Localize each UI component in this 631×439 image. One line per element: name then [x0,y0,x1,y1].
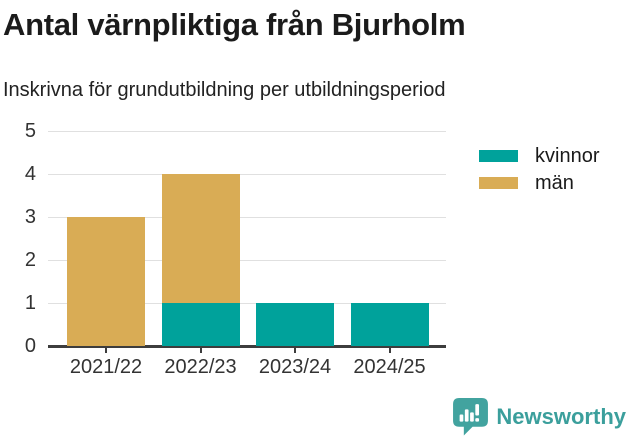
newsworthy-logo-icon [453,398,489,436]
x-axis-tick-label: 2023/24 [258,356,332,378]
plot-area: 0 1 2 3 4 5 2021/22 2022/23 2023/24 2024/25 [25,120,446,378]
x-axis-tick-label: 2022/23 [164,356,237,378]
bar-segment-kvinnor-2022-23 [161,303,240,346]
brand-footer: Newsworthy [452,397,626,436]
chart-subtitle: Inskrivna för grundutbildning per utbild… [3,79,446,101]
legend-swatch-kvinnor [479,150,518,162]
chart-title: Antal värnpliktiga från Bjurholm [3,7,466,42]
gridline [48,217,446,218]
y-axis-tick-label: 0 [24,335,36,357]
gridline [48,303,446,304]
y-axis-tick-label: 1 [24,292,36,314]
legend-label-man: män [535,171,574,194]
legend-item-kvinnor: kvinnor [479,144,599,168]
bar-segment-kvinnor-2024-25 [350,303,429,346]
y-axis-tick-label: 5 [24,120,36,142]
bar-segment-kvinnor-2023-24 [256,303,334,346]
legend-swatch-man [479,177,518,189]
x-axis-tick-label: 2024/25 [353,356,426,378]
legend-label-kvinnor: kvinnor [535,144,600,167]
bar-segment-man-2021-22 [67,217,145,346]
x-axis-tick [294,347,296,353]
gridline [48,131,446,132]
bar-segment-man-2022-23 [161,174,240,303]
x-axis-tick [105,347,107,353]
legend-item-man: män [479,171,599,195]
gridline [48,174,446,175]
x-axis-tick-label: 2021/22 [69,356,143,378]
brand-name: Newsworthy [496,403,626,429]
x-axis-tick [388,347,391,353]
x-axis-tick [199,347,202,353]
y-axis-tick-label: 4 [24,163,36,185]
y-axis-tick-label: 2 [24,249,36,271]
y-axis-tick-label: 3 [24,206,36,228]
x-axis-line [48,345,446,348]
gridline [48,260,446,261]
legend: kvinnor män [479,144,599,198]
